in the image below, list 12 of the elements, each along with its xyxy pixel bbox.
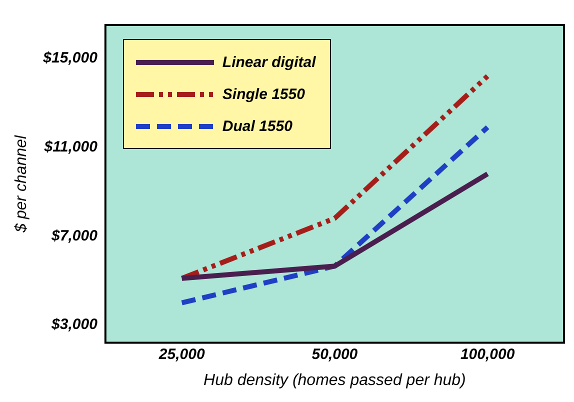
x-tick-label: 25,000 (158, 346, 206, 363)
x-axis-title: Hub density (homes passed per hub) (204, 372, 466, 389)
legend-label: Linear digital (222, 54, 316, 70)
legend-label: Dual 1550 (222, 118, 292, 134)
x-tick-label: 50,000 (312, 346, 358, 363)
x-tick-label: 100,000 (460, 346, 516, 363)
y-axis-title: $ per channel (13, 134, 30, 234)
y-tick-label: $15,000 (42, 49, 98, 66)
y-tick-label: $3,000 (50, 316, 98, 334)
y-tick-label: $11,000 (43, 138, 98, 156)
legend-label: Single 1550 (222, 86, 305, 102)
y-tick-label: $7,000 (50, 227, 98, 244)
